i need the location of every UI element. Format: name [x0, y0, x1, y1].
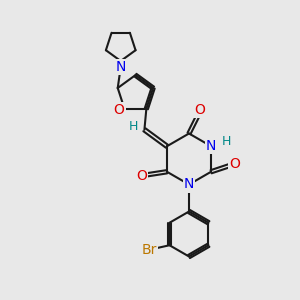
Text: O: O [136, 169, 147, 183]
Text: N: N [184, 178, 194, 191]
Text: N: N [206, 139, 216, 153]
Text: O: O [194, 103, 205, 116]
Text: O: O [114, 103, 124, 117]
Text: H: H [129, 120, 139, 133]
Text: Br: Br [142, 243, 157, 257]
Text: H: H [221, 135, 231, 148]
Text: N: N [116, 60, 126, 74]
Text: O: O [229, 157, 240, 171]
